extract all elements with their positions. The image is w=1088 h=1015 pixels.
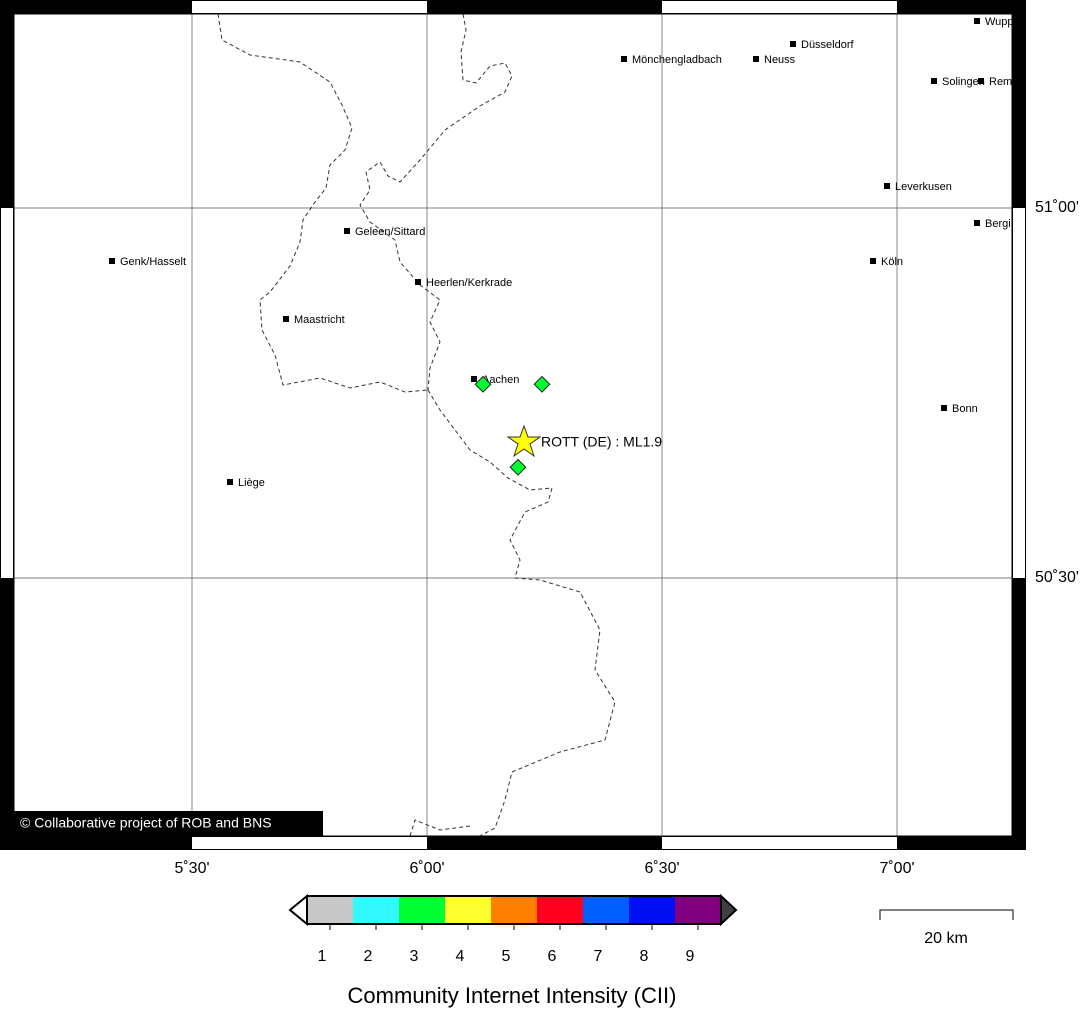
scale-label: 20 km <box>924 930 968 947</box>
copyright: © Collaborative project of ROB and BNS <box>20 815 272 831</box>
colorbar-tick-label: 4 <box>456 948 465 965</box>
city-marker <box>227 479 233 485</box>
colorbar-tick-label: 9 <box>686 948 695 965</box>
colorbar-tick-label: 3 <box>410 948 419 965</box>
city-marker <box>941 405 947 411</box>
colorbar-cell <box>353 896 399 924</box>
lat-label: 50˚30' <box>1035 569 1079 586</box>
intensity-markers <box>474 375 551 476</box>
colorbar-cell <box>675 896 721 924</box>
scale-bar <box>879 909 1014 920</box>
city-marker <box>753 56 759 62</box>
intensity-marker <box>509 458 527 476</box>
city-marker <box>109 258 115 264</box>
colorbar-cell <box>537 896 583 924</box>
city-label: Bergi <box>985 218 1011 230</box>
colorbar-cell <box>629 896 675 924</box>
borders <box>217 14 616 836</box>
intensity-marker <box>474 375 492 393</box>
cities: Wupp Düsseldorf Mönchengladbach Neuss Soling… <box>109 16 1014 489</box>
city-marker <box>415 279 421 285</box>
city-label: Genk/Hasselt <box>120 256 186 268</box>
city-label: Köln <box>881 256 903 268</box>
colorbar-tick-label: 8 <box>640 948 649 965</box>
colorbar-tick-label: 1 <box>318 948 327 965</box>
colorbar-cell <box>399 896 445 924</box>
city-marker <box>978 78 984 84</box>
city-label: Solingen <box>942 76 985 88</box>
city-label: Mönchengladbach <box>632 54 722 66</box>
city-label: Rem <box>989 76 1012 88</box>
colorbar-tick-label: 7 <box>594 948 603 965</box>
epicenter-star <box>506 424 542 458</box>
city-marker <box>790 41 796 47</box>
city-marker <box>974 18 980 24</box>
city-label: Wupp <box>985 16 1014 28</box>
city-label: Aachen <box>482 374 519 386</box>
city-marker <box>471 376 477 382</box>
colorbar-cell <box>491 896 537 924</box>
city-label: Neuss <box>764 54 796 66</box>
city-marker <box>870 258 876 264</box>
city-label: Bonn <box>952 403 978 415</box>
city-marker <box>283 316 289 322</box>
city-marker <box>344 228 350 234</box>
axis-labels: 5˚30' 6˚00' 6˚30' 7˚00' 51˚00' 50˚30' <box>174 199 1079 877</box>
city-marker <box>621 56 627 62</box>
city-marker <box>884 183 890 189</box>
colorbar-cell <box>307 896 353 924</box>
colorbar: 1 2 3 4 5 6 7 8 9 <box>288 893 738 965</box>
map-frame <box>0 0 1026 850</box>
colorbar-outline <box>306 895 722 925</box>
colorbar-cell <box>445 896 491 924</box>
event-label: ROTT (DE) : ML1.9 <box>541 434 662 450</box>
city-marker <box>931 78 937 84</box>
colorbar-under <box>288 893 308 927</box>
colorbar-tick-label: 5 <box>502 948 511 965</box>
colorbar-cell <box>583 896 629 924</box>
city-label: Maastricht <box>294 314 345 326</box>
copyright-box <box>14 811 323 836</box>
colorbar-tick-label: 6 <box>548 948 557 965</box>
lon-label: 5˚30' <box>174 860 209 877</box>
city-label: Düsseldorf <box>801 39 855 51</box>
city-label: Heerlen/Kerkrade <box>426 277 512 289</box>
lon-label: 6˚00' <box>409 860 444 877</box>
colorbar-over <box>720 893 738 927</box>
colorbar-tick-label: 2 <box>364 948 373 965</box>
intensity-marker <box>533 375 551 393</box>
map-area <box>14 14 1012 836</box>
city-label: Leverkusen <box>895 181 952 193</box>
city-label: Geleen/Sittard <box>355 226 425 238</box>
city-marker <box>974 220 980 226</box>
colorbar-title: Community Internet Intensity (CII) <box>348 983 677 1008</box>
lat-label: 51˚00' <box>1035 199 1079 216</box>
lon-label: 6˚30' <box>644 860 679 877</box>
city-label: Liège <box>238 477 265 489</box>
lon-label: 7˚00' <box>879 860 914 877</box>
